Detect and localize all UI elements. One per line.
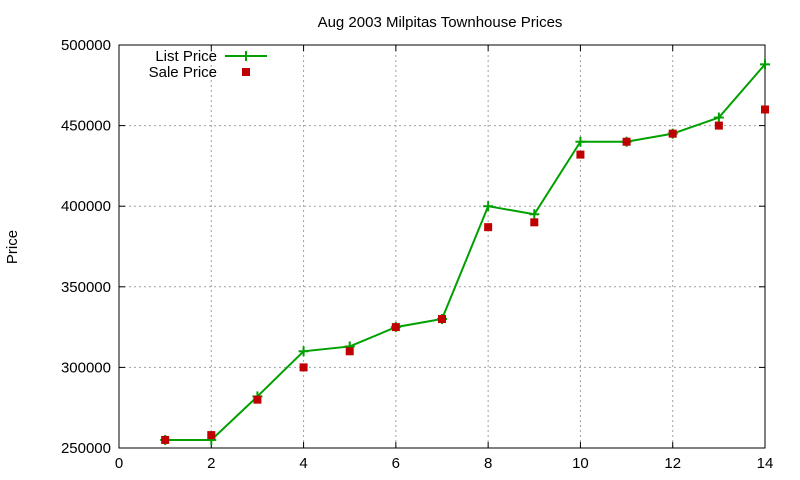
- point-sale-price: [668, 129, 677, 138]
- point-sale-price: [622, 137, 631, 146]
- point-sale-price: [161, 435, 170, 444]
- legend-marker-sale-price: [242, 68, 250, 76]
- point-sale-price: [391, 323, 400, 332]
- point-sale-price: [484, 223, 493, 232]
- point-list-price: [760, 59, 770, 70]
- legend-label-list-price: List Price: [155, 48, 217, 65]
- chart-title: Aug 2003 Milpitas Townhouse Prices: [318, 14, 563, 31]
- point-list-price: [529, 209, 540, 220]
- y-tick-label: 450000: [61, 118, 111, 135]
- grid: [119, 45, 765, 448]
- x-tick-label: 14: [757, 455, 774, 472]
- point-sale-price: [253, 395, 262, 404]
- axis-ticks: 0 2 4 6 8 10 12 14 250000 300000 350000 400000 45000…: [61, 37, 773, 472]
- point-sale-price: [576, 150, 585, 159]
- x-tick-label: 10: [572, 455, 589, 472]
- series: [160, 59, 770, 445]
- point-sale-price: [530, 218, 539, 227]
- y-tick-label: 300000: [61, 359, 111, 376]
- point-sale-price: [761, 105, 769, 114]
- point-sale-price: [299, 363, 308, 372]
- y-tick-label: 350000: [61, 279, 111, 296]
- y-tick-label: 500000: [61, 37, 111, 54]
- y-axis-label: Price: [4, 230, 21, 264]
- x-tick-label: 12: [664, 455, 681, 472]
- series-line-list-price: [165, 63, 766, 441]
- point-sale-price: [345, 347, 354, 356]
- legend-label-sale-price: Sale Price: [149, 64, 217, 81]
- point-list-price: [298, 346, 309, 357]
- legend: List Price Sale Price: [149, 48, 267, 81]
- plot-frame: [118, 44, 766, 449]
- y-tick-label: 250000: [61, 440, 111, 457]
- x-tick-label: 4: [299, 455, 307, 472]
- x-tick-label: 6: [392, 455, 400, 472]
- point-list-price: [713, 112, 724, 123]
- legend-marker-list-price: [241, 51, 251, 61]
- point-list-price: [483, 201, 494, 212]
- point-sale-price: [438, 315, 446, 324]
- point-list-price: [575, 136, 586, 147]
- x-tick-label: 8: [484, 455, 492, 472]
- y-tick-label: 400000: [61, 198, 111, 215]
- x-tick-label: 0: [115, 455, 123, 472]
- point-sale-price: [207, 431, 216, 440]
- point-sale-price: [714, 121, 723, 130]
- x-tick-label: 2: [207, 455, 215, 472]
